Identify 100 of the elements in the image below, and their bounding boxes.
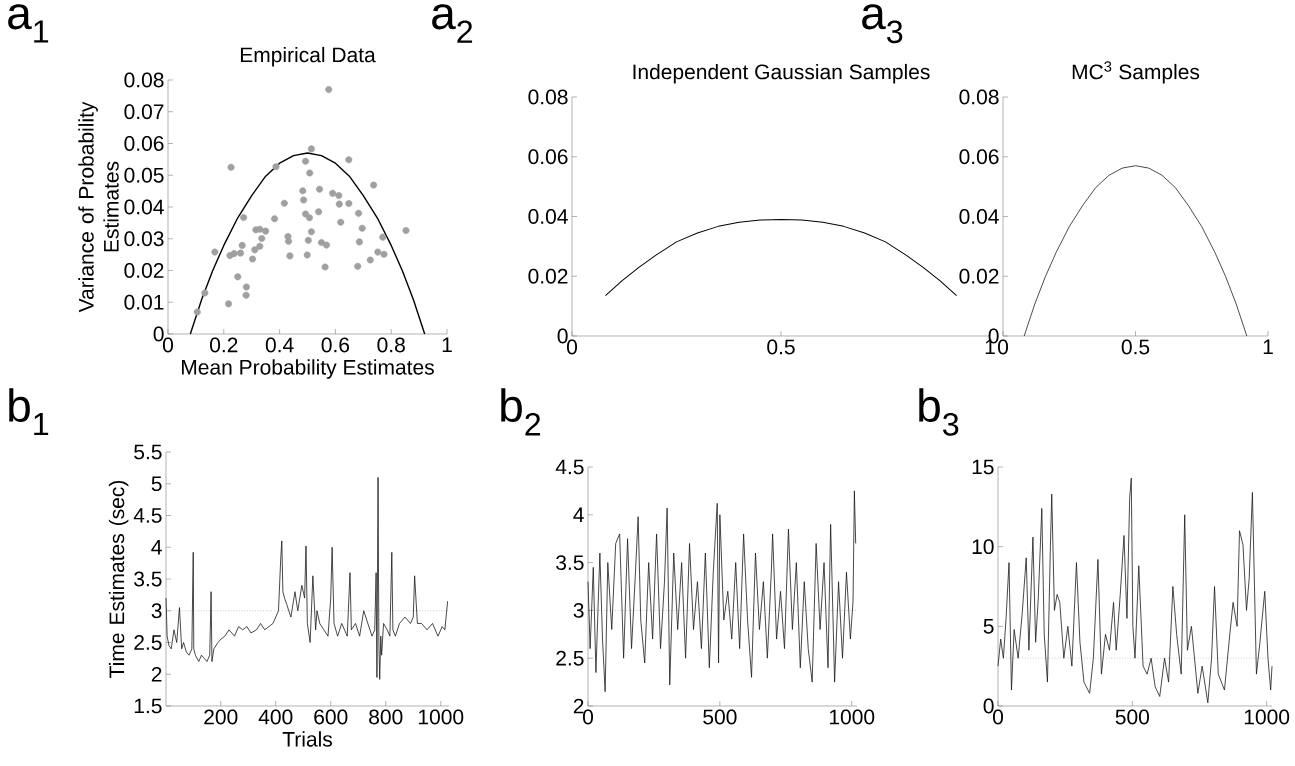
text: a$_{2}$ — [432, 4, 473, 43]
point — [322, 241, 330, 249]
point — [234, 273, 242, 281]
x-tick-label: 0 — [997, 339, 1009, 355]
y-tick-label: 0.06 — [124, 136, 164, 151]
y-tick-label: 0.08 — [124, 72, 164, 88]
y-tick-label: 0.02 — [959, 268, 999, 284]
line-series — [1023, 165, 1248, 337]
point — [242, 291, 250, 299]
point — [303, 251, 311, 259]
point — [240, 213, 248, 221]
y-tick-label: 0.06 — [959, 149, 999, 165]
y-tick-label: 2.5 — [134, 635, 162, 650]
text: b$_{2}$ — [501, 388, 541, 436]
x-axis-title: Trials — [282, 731, 333, 747]
point — [306, 169, 314, 177]
y-tick-label: 3.5 — [556, 555, 584, 571]
y-tick-label: 2 — [151, 666, 162, 682]
x-tick-label: 1 — [442, 337, 452, 352]
line-series — [604, 218, 958, 297]
point — [193, 308, 201, 316]
point — [300, 196, 308, 204]
text: a$_{1}$ — [8, 4, 49, 43]
y-tick-label: 3.5 — [134, 571, 162, 587]
point — [379, 233, 387, 241]
point — [285, 237, 293, 245]
y-tick-label: 5 — [151, 476, 162, 492]
x-tick-label: 1 — [1263, 339, 1273, 354]
point — [256, 242, 264, 250]
point — [305, 214, 313, 222]
x-tick-label: 400 — [258, 709, 293, 725]
point — [307, 145, 315, 153]
y-axis-title: Time Estimates (sec) — [108, 480, 129, 678]
y-tick-label: 0 — [983, 698, 994, 714]
point — [402, 226, 410, 234]
y-tick-label: 4.5 — [555, 459, 584, 475]
y-tick-label: 0.07 — [124, 104, 164, 120]
point — [315, 208, 323, 216]
y-tick-label: 0.04 — [528, 209, 568, 224]
y-tick-label: 0.03 — [124, 231, 164, 247]
point — [329, 189, 337, 197]
point — [272, 163, 280, 171]
point — [256, 225, 264, 233]
text: b$_{1}$ — [9, 388, 49, 436]
point — [358, 224, 366, 232]
x-tick-label: 0.8 — [377, 337, 405, 353]
y-tick-label: 0.01 — [124, 294, 164, 310]
y-tick-label: 0.06 — [528, 149, 568, 165]
chart-title: Empirical Data — [240, 46, 376, 67]
point — [335, 200, 343, 208]
y-tick-label: 2 — [573, 698, 584, 714]
point — [238, 241, 246, 249]
x-tick-label: 0.5 — [1121, 339, 1150, 355]
point — [370, 181, 378, 189]
point — [321, 263, 329, 271]
point — [258, 234, 266, 242]
y-tick-label: 0.05 — [124, 167, 164, 183]
line-series — [587, 490, 857, 693]
point — [354, 262, 362, 270]
y-tick-label: 0.04 — [959, 209, 999, 224]
point — [345, 200, 353, 208]
y-tick-label: 0.08 — [528, 89, 568, 105]
text: b$_{3}$ — [919, 388, 959, 436]
y-tick-label: 10 — [972, 539, 994, 555]
point — [307, 228, 315, 236]
point — [286, 252, 294, 260]
point — [316, 185, 323, 193]
point — [355, 238, 363, 246]
point — [335, 192, 343, 200]
x-tick-label: 1000 — [418, 709, 464, 725]
chart-title: Independent Gaussian Samples — [633, 63, 930, 84]
point — [366, 256, 374, 264]
y-tick-label: 0.02 — [124, 263, 164, 278]
text: a$_{3}$ — [862, 4, 903, 44]
x-tick-label: 0.5 — [767, 339, 795, 355]
x-tick-label: 0.4 — [265, 337, 294, 353]
point — [280, 199, 288, 207]
chart-title: MC$^{3}$ Samples — [1072, 61, 1200, 84]
y-tick-label: 0 — [153, 326, 164, 342]
point — [299, 187, 307, 195]
point — [211, 248, 219, 256]
point — [302, 157, 310, 165]
y-tick-label: 4 — [573, 507, 584, 523]
point — [230, 250, 238, 258]
point — [271, 215, 279, 223]
point — [242, 283, 250, 291]
point — [380, 250, 388, 258]
x-tick-label: 0.2 — [210, 337, 238, 353]
x-tick-label: 500 — [703, 709, 737, 725]
point — [201, 289, 209, 297]
y-tick-label: 0.08 — [959, 89, 999, 105]
y-tick-label: 1.5 — [134, 698, 162, 714]
point — [249, 255, 257, 263]
y-tick-label: 4 — [151, 540, 162, 555]
point — [237, 249, 245, 257]
point — [225, 300, 233, 308]
x-tick-label: 500 — [1115, 709, 1150, 725]
point — [325, 86, 333, 94]
point — [355, 209, 363, 217]
y-tick-label: 5.5 — [134, 444, 162, 460]
